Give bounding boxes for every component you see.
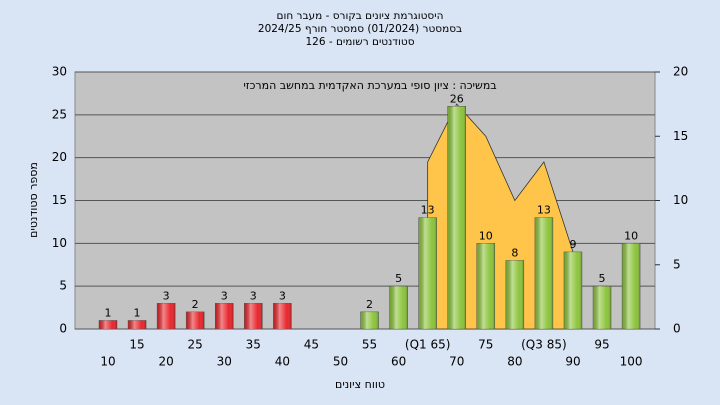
x-tick-label: 55 [362,338,377,352]
bar-shine [244,303,263,329]
bar-shine [534,217,553,329]
x-tick-label: 60 [391,355,406,369]
value-label: 3 [163,289,170,302]
value-label: 13 [537,204,551,217]
bar-shine [157,303,176,329]
title-line: היסטוגרמת ציונים בקורס - מעבר חום [277,10,444,22]
value-label: 10 [624,229,638,242]
x-tick-label: 90 [565,355,580,369]
value-label: 2 [366,298,373,311]
y-tick-label: 30 [52,65,67,79]
bar-shine [563,251,582,329]
annotation: במשיכה : ציון סופי במערכת האקדמית במחשב … [243,79,496,92]
x-tick-label: 100 [620,355,643,369]
y-tick-label: 10 [52,236,67,250]
x-tick-label: 40 [275,355,290,369]
bar-shine [476,243,495,329]
subtitle-line: סטודנטים רשומים - 126 [305,36,414,48]
value-label: 3 [279,289,286,302]
y2-tick-label: 0 [673,322,681,336]
bar-shine [418,217,437,329]
x-tick-label: 80 [507,355,522,369]
y-tick-label: 0 [59,322,67,336]
bar-shine [593,286,612,329]
bar-shine [99,320,117,329]
value-label: 3 [221,289,228,302]
value-label: 1 [134,306,141,319]
x-tick-label: 20 [158,355,173,369]
value-label: 9 [569,238,576,251]
x-axis-label: טווח ציונים [335,378,385,391]
x-tick-label: (Q1 65) [405,338,451,352]
bar-shine [186,311,205,329]
y-tick-label: 5 [59,279,67,293]
x-tick-label: 75 [478,338,493,352]
y2-tick-label: 5 [673,257,681,271]
value-label: 2 [192,298,199,311]
subtitle-line: בסמסטר (01/2024) סמסטר חורף 2024/25 [258,23,462,35]
x-tick-label: 70 [449,355,464,369]
x-tick-label: 10 [100,355,115,369]
y2-tick-label: 15 [673,129,688,143]
y-tick-label: 15 [52,193,67,207]
value-label: 5 [395,272,402,285]
bar-shine [360,311,379,329]
bar-shine [389,286,408,329]
y2-tick-label: 10 [673,193,688,207]
bar-shine [273,303,292,329]
y-tick-label: 25 [52,107,67,121]
bar-shine [215,303,234,329]
bar-shine [128,320,147,329]
y2-tick-label: 20 [673,65,688,79]
bar-shine [447,106,466,330]
x-tick-label: 50 [333,355,348,369]
x-tick-label: 35 [246,338,261,352]
value-label: 3 [250,289,257,302]
y-axis-label: מספר סטודנטים [27,162,40,238]
y-tick-label: 20 [52,150,67,164]
value-label: 5 [599,272,606,285]
value-label: 10 [479,229,493,242]
value-label: 26 [450,92,464,105]
value-label: 1 [105,306,112,319]
x-tick-label: (Q3 85) [521,338,567,352]
x-tick-label: 95 [594,338,609,352]
x-tick-label: 30 [217,355,232,369]
bar-shine [622,243,641,329]
value-label: 8 [511,246,518,259]
x-tick-label: 45 [304,338,319,352]
bar-shine [505,260,524,329]
value-label: 13 [421,204,435,217]
x-tick-label: 25 [188,338,203,352]
x-tick-label: 15 [129,338,144,352]
